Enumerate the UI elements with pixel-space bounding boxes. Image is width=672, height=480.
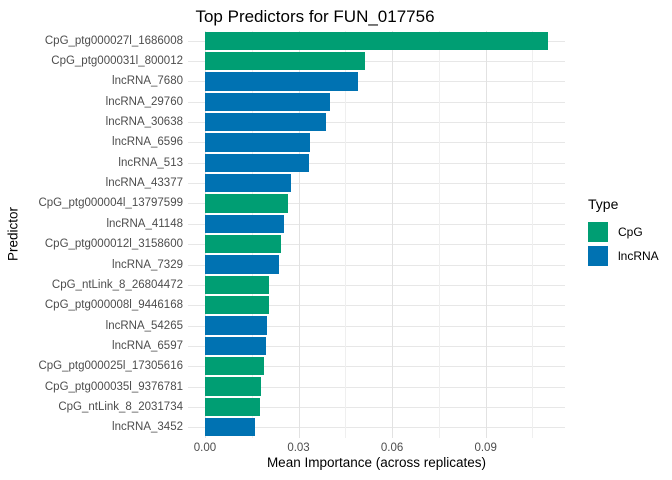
x-tick-label: 0.00	[193, 442, 217, 454]
bar	[204, 173, 291, 193]
y-tick-label: lncRNA_30638	[105, 116, 183, 129]
bar	[204, 418, 255, 437]
legend-label-lncrna: lncRNA	[618, 249, 659, 263]
gridline-vertical-major	[485, 30, 487, 438]
bar	[204, 194, 288, 213]
bar	[204, 377, 262, 396]
gridline-vertical-major	[392, 30, 394, 438]
gridline-horizontal	[187, 223, 566, 225]
y-tick-label: lncRNA_41148	[106, 217, 183, 230]
bar	[204, 235, 281, 254]
gridline-horizontal	[187, 345, 566, 347]
y-tick-label: lncRNA_54265	[105, 319, 183, 332]
gridline-horizontal	[187, 101, 566, 103]
legend-label-cpg: CpG	[618, 225, 643, 239]
y-tick-label: lncRNA_43377	[105, 177, 183, 190]
y-tick-label: CpG_ptg000035l_9376781	[44, 380, 183, 393]
gridline-vertical-minor	[532, 30, 534, 438]
y-tick-label: lncRNA_6596	[112, 136, 183, 149]
plot-panel	[187, 30, 566, 438]
chart-title: Top Predictors for FUN_017756	[195, 7, 435, 26]
gridline-horizontal	[187, 386, 566, 388]
gridline-horizontal	[187, 284, 566, 286]
y-tick-label: CpG_ntLink_8_26804472	[51, 278, 183, 291]
bar	[204, 92, 330, 111]
x-tick-label: 0.03	[287, 442, 310, 454]
legend-swatch-lncrna	[588, 246, 608, 266]
y-tick-label: CpG_ptg000012l_3158600	[44, 238, 183, 251]
gridline-horizontal	[187, 183, 566, 185]
y-tick-label: CpG_ptg000004l_13797599	[38, 197, 183, 210]
gridline-horizontal	[187, 427, 566, 429]
bar	[204, 153, 310, 172]
bar	[204, 397, 260, 417]
y-tick-label: CpG_ptg000031l_800012	[51, 55, 183, 68]
gridline-horizontal	[187, 203, 566, 205]
legend-item-lncrna: lncRNA	[588, 246, 659, 266]
y-tick-label: CpG_ptg000025l_17305616	[38, 360, 183, 373]
gridline-vertical-minor	[345, 30, 347, 438]
legend: Type CpG lncRNA	[588, 196, 659, 270]
gridline-horizontal	[187, 244, 566, 246]
bar	[204, 112, 327, 132]
bar	[204, 214, 284, 233]
bar	[204, 275, 269, 295]
bar	[204, 51, 366, 71]
bar	[204, 316, 267, 335]
gridline-vertical-minor	[438, 30, 440, 438]
bar	[204, 72, 359, 91]
gridline-horizontal	[187, 81, 566, 83]
y-tick-label: lncRNA_3452	[112, 421, 183, 434]
gridline-vertical-major	[298, 30, 300, 438]
gridline-horizontal	[187, 406, 566, 408]
y-tick-label: CpG_ptg000008l_9446168	[44, 299, 183, 312]
gridline-horizontal	[187, 122, 566, 124]
y-tick-label: lncRNA_7329	[112, 258, 183, 271]
x-tick-label: 0.09	[474, 442, 497, 454]
legend-title: Type	[588, 196, 619, 212]
x-axis-title: Mean Importance (across replicates)	[266, 455, 487, 470]
legend-swatch-cpg	[588, 222, 608, 242]
gridline-horizontal	[187, 366, 566, 368]
gridline-horizontal	[187, 162, 566, 164]
bar	[204, 31, 549, 50]
bar	[204, 133, 311, 152]
gridline-horizontal	[187, 61, 566, 63]
gridline-horizontal	[187, 264, 566, 266]
y-tick-label: CpG_ntLink_8_2031734	[58, 400, 183, 413]
gridline-horizontal	[187, 325, 566, 327]
gridline-horizontal	[187, 305, 566, 307]
y-axis-labels: CpG_ptg000027l_1686008 CpG_ptg000031l_800…	[0, 31, 183, 438]
gridline-horizontal	[187, 142, 566, 144]
y-tick-label: lncRNA_7680	[112, 75, 183, 88]
bar	[204, 255, 279, 274]
y-tick-label: lncRNA_29760	[105, 95, 183, 108]
bar	[204, 357, 264, 376]
y-tick-label: CpG_ptg000027l_1686008	[44, 34, 183, 47]
gridline-vertical-major	[204, 30, 206, 438]
y-tick-label: lncRNA_513	[118, 156, 183, 169]
bar	[204, 296, 269, 315]
gridline-vertical-minor	[251, 30, 253, 438]
x-tick-label: 0.06	[380, 442, 404, 454]
bar	[204, 336, 267, 356]
y-tick-label: lncRNA_6597	[112, 339, 183, 352]
legend-item-cpg: CpG	[588, 222, 659, 242]
